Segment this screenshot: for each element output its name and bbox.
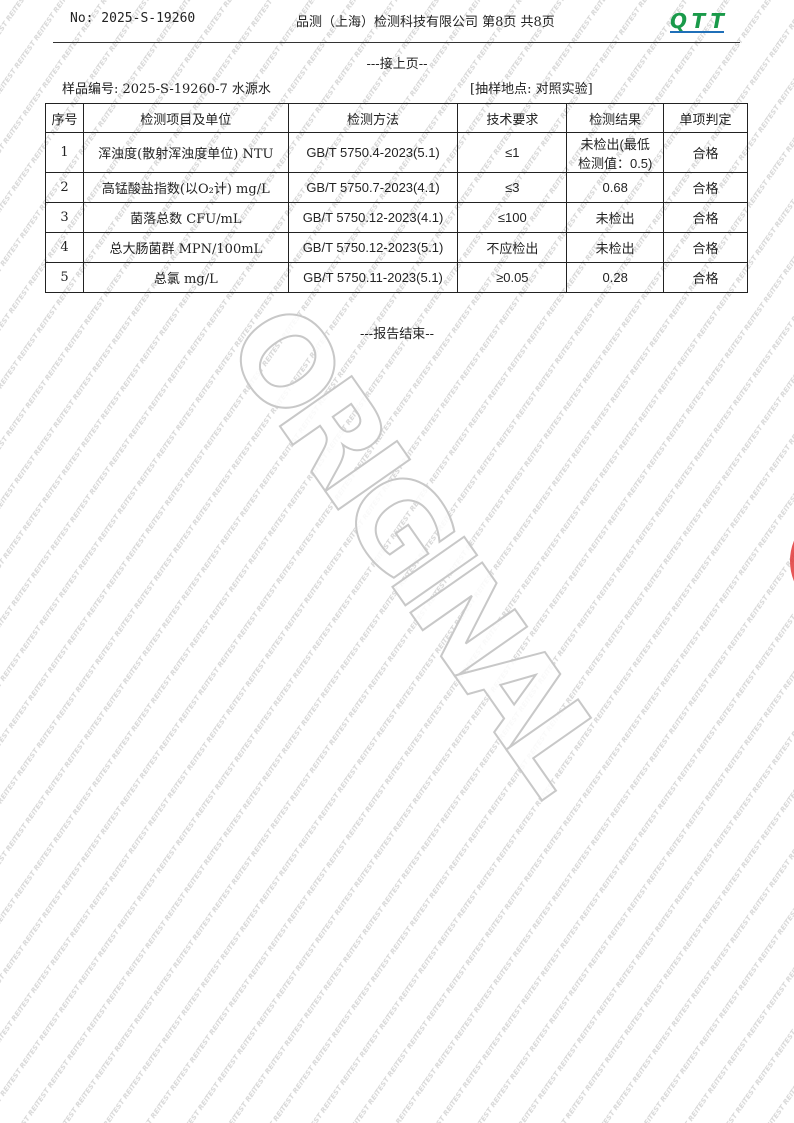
row-number: 4: [45, 232, 84, 263]
svg-text:QTT: QTT: [670, 9, 725, 33]
row-number: 5: [45, 262, 84, 293]
judgement: 合格: [663, 132, 748, 173]
test-item: 总大肠菌群 MPN/100mL: [82, 232, 289, 263]
sample-id: 样品编号: 2025-S-19260-7 水源水: [62, 82, 271, 97]
requirement: ≤1: [457, 132, 568, 173]
report-number: No: 2025-S-19260: [70, 11, 196, 26]
sampling-site: [抽样地点: 对照实验]: [470, 82, 593, 97]
test-item: 总氯 mg/L: [82, 262, 289, 293]
judgement: 合格: [663, 202, 748, 233]
judgement: 合格: [663, 232, 748, 263]
table-row: 4 总大肠菌群 MPN/100mL GB/T 5750.12-2023(5.1) 不应…: [45, 232, 748, 263]
requirement: 不应检出: [457, 232, 568, 263]
test-method: GB/T 5750.11-2023(5.1): [287, 262, 459, 293]
test-item: 浑浊度(散射浑浊度单位) NTU: [82, 132, 289, 173]
results-table: 序号 检测项目及单位 检测方法 技术要求 检测结果 单项判定 1 浑浊度(散射浑浊…: [45, 103, 748, 293]
requirement: ≤3: [457, 172, 568, 203]
requirement: ≤100: [457, 202, 568, 233]
col-header: 单项判定: [663, 103, 748, 133]
row-number: 3: [45, 202, 84, 233]
row-number: 1: [45, 132, 84, 173]
report-end-label: ---报告结束--: [360, 327, 434, 342]
col-header: 检测结果: [566, 103, 665, 133]
test-method: GB/T 5750.7-2023(4.1): [287, 172, 459, 203]
col-header: 检测方法: [287, 103, 459, 133]
table-row: 2 高锰酸盐指数(以O₂计) mg/L GB/T 5750.7-2023(4.1) ≤…: [45, 172, 748, 203]
svg-text:ORIGINAL: ORIGINAL: [199, 281, 634, 819]
test-method: GB/T 5750.4-2023(5.1): [287, 132, 459, 173]
test-item: 菌落总数 CFU/mL: [82, 202, 289, 233]
col-header: 技术要求: [457, 103, 568, 133]
continued-label: ---接上页--: [366, 57, 428, 72]
judgement: 合格: [663, 262, 748, 293]
row-number: 2: [45, 172, 84, 203]
table-row: 3 菌落总数 CFU/mL GB/T 5750.12-2023(4.1) ≤100 未检…: [45, 202, 748, 233]
table-row: 1 浑浊度(散射浑浊度单位) NTU GB/T 5750.4-2023(5.1) ≤1…: [45, 132, 748, 173]
result: 0.68: [566, 172, 665, 203]
test-item: 高锰酸盐指数(以O₂计) mg/L: [82, 172, 289, 203]
test-method: GB/T 5750.12-2023(4.1): [287, 202, 459, 233]
result: 未检出: [566, 232, 665, 263]
col-header: 序号: [45, 103, 84, 133]
company-page-info: 品测（上海）检测科技有限公司 第8页 共8页: [296, 15, 555, 30]
table-row: 5 总氯 mg/L GB/T 5750.11-2023(5.1) ≥0.05 0.28 合…: [45, 262, 748, 293]
result: 未检出(最低检测值：0.5): [566, 132, 665, 173]
result: 0.28: [566, 262, 665, 293]
header-divider: [53, 42, 740, 43]
red-seal-stamp: [790, 540, 794, 582]
result: 未检出: [566, 202, 665, 233]
test-method: GB/T 5750.12-2023(5.1): [287, 232, 459, 263]
qtt-logo: QTT: [670, 9, 725, 33]
col-header: 检测项目及单位: [82, 103, 289, 133]
judgement: 合格: [663, 172, 748, 203]
requirement: ≥0.05: [457, 262, 568, 293]
table-header-row: 序号 检测项目及单位 检测方法 技术要求 检测结果 单项判定: [45, 103, 748, 133]
